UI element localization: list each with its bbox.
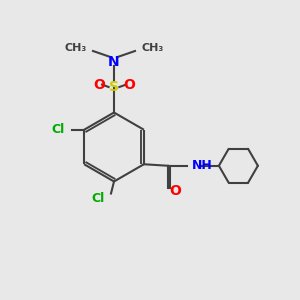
Text: N: N (108, 55, 120, 68)
Text: O: O (123, 78, 135, 92)
Text: S: S (109, 80, 119, 94)
Text: Cl: Cl (51, 123, 64, 136)
Text: CH₃: CH₃ (141, 43, 163, 53)
Text: O: O (93, 78, 105, 92)
Text: O: O (169, 184, 181, 198)
Text: CH₃: CH₃ (65, 43, 87, 53)
Text: Cl: Cl (92, 191, 105, 205)
Text: NH: NH (192, 159, 213, 172)
